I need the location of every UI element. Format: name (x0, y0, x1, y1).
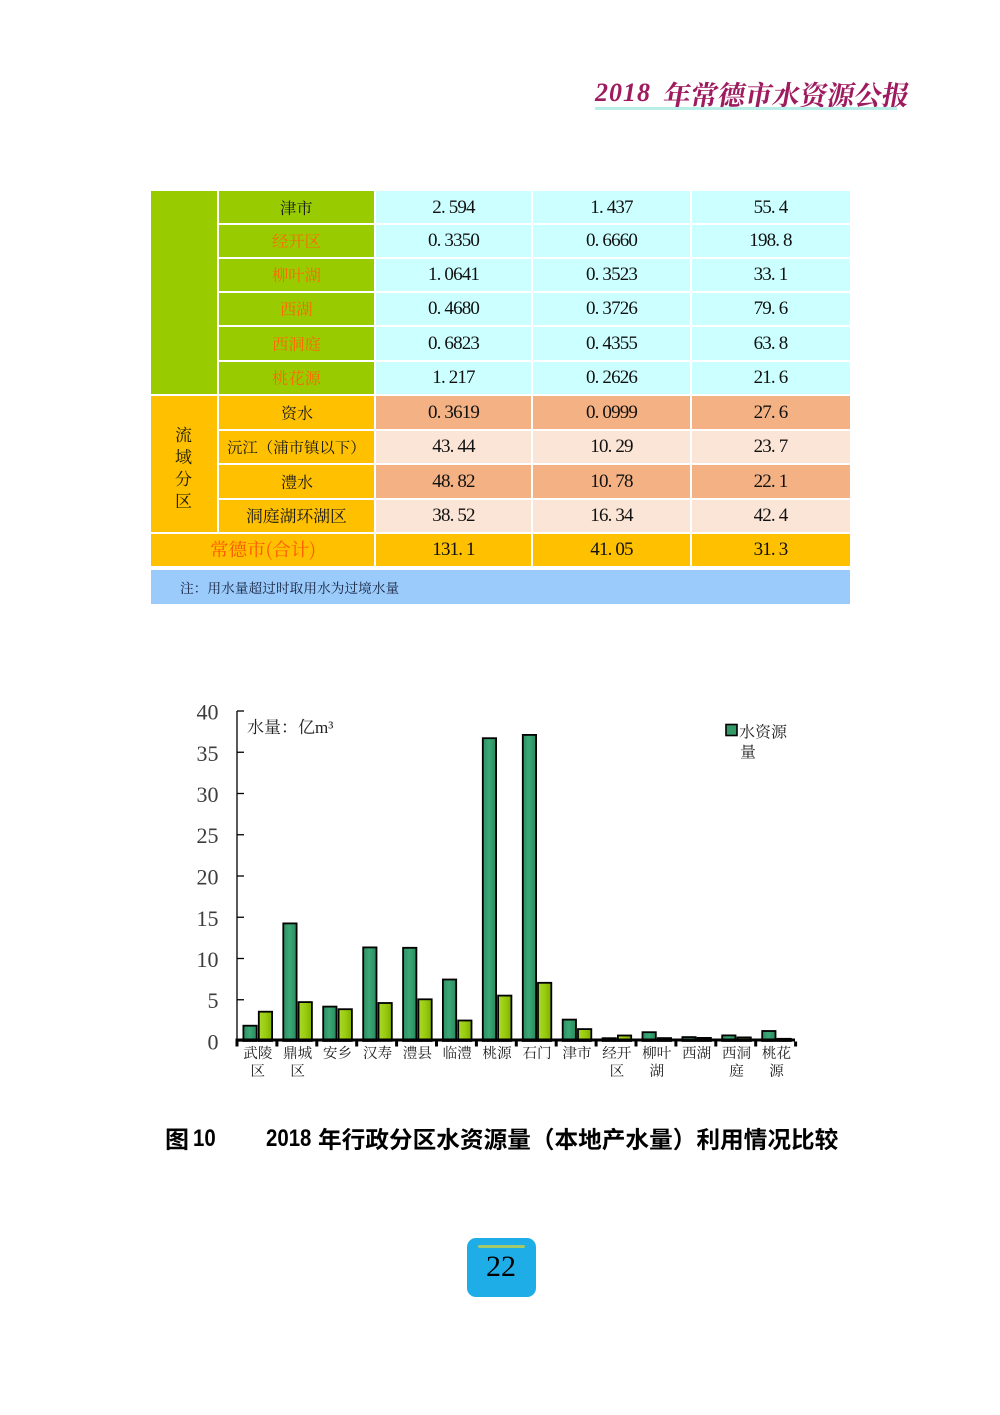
svg-text:5: 5 (208, 988, 219, 1013)
svg-text:10: 10 (197, 947, 219, 972)
svg-text:20: 20 (197, 865, 219, 890)
svg-text:30: 30 (197, 782, 219, 807)
svg-text:40: 40 (197, 700, 219, 725)
svg-text:35: 35 (197, 741, 219, 766)
svg-text:0: 0 (208, 1030, 219, 1055)
svg-text:25: 25 (197, 823, 219, 848)
svg-text:15: 15 (197, 906, 219, 931)
svg-text:m³: m³ (315, 718, 333, 737)
